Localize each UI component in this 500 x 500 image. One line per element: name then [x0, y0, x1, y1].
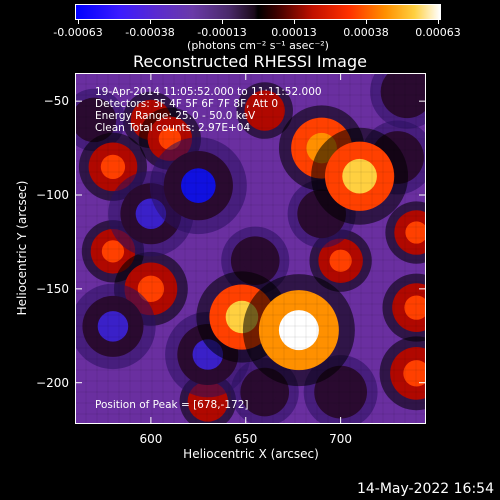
source-core — [100, 154, 126, 180]
source-core — [329, 249, 352, 272]
x-tick-label: 600 — [139, 432, 163, 446]
annotation-peak-position: Position of Peak = [678,-172] — [95, 399, 249, 411]
source-core — [82, 108, 106, 132]
y-axis-label: Heliocentric Y (arcsec) — [15, 180, 29, 316]
y-tick-label: −150 — [36, 281, 69, 296]
colorbar-tick-label: -0.00038 — [125, 26, 175, 39]
annotation-detectors: Detectors: 3F 4F 5F 6F 7F 8F, Att 0 — [95, 98, 278, 110]
x-axis-label: Heliocentric X (arcsec) — [183, 447, 319, 461]
plot-timestamp: 14-May-2022 16:54 — [356, 481, 494, 497]
colorbar-tick-label: -0.00013 — [197, 26, 247, 39]
colorbar-tick-mark — [294, 20, 295, 24]
colorbar-tick-mark — [78, 20, 79, 24]
source-core — [327, 378, 354, 406]
annotation-block: 19-Apr-2014 11:05:52.000 to 11:11:52.000… — [95, 86, 322, 411]
annotation-time-range: 19-Apr-2014 11:05:52.000 to 11:11:52.000 — [95, 86, 322, 98]
source-core — [403, 360, 426, 387]
y-tick-label: −200 — [36, 375, 69, 390]
y-tick-label: −50 — [43, 94, 69, 109]
axis-tick-marks — [75, 73, 426, 424]
source-core — [254, 100, 275, 121]
source-core — [97, 311, 129, 342]
colorbar-tick-mark — [150, 20, 151, 24]
pixel-grid — [75, 73, 426, 424]
annotation-clean-counts: Clean Total counts: 2.97E+04 — [95, 122, 250, 134]
source-core — [181, 168, 216, 203]
x-tick-label: 700 — [329, 432, 353, 446]
colorbar-tick-label: 0.00063 — [415, 26, 461, 39]
source-core — [342, 158, 377, 194]
source-core — [393, 78, 421, 105]
x-tick-label: 650 — [234, 432, 258, 446]
plot-frame — [75, 73, 426, 424]
colorbar-tick-mark — [366, 20, 367, 24]
source-core — [278, 310, 319, 351]
source-core — [404, 295, 426, 320]
colorbar-tick-label: 0.00013 — [271, 26, 317, 39]
colorbar-tick-label: -0.00063 — [53, 26, 103, 39]
y-tick-label: −100 — [36, 188, 69, 202]
source-core — [137, 275, 165, 303]
annotation-energy-range: Energy Range: 25.0 - 50.0 keV — [95, 110, 256, 122]
source-core — [252, 379, 277, 405]
chart-title: Reconstructed RHESSI Image — [133, 52, 367, 71]
colorbar-tick-mark — [438, 20, 439, 24]
colorbar-unit-label: (photons cm⁻² s⁻¹ asec⁻²) — [187, 39, 329, 52]
source-layer — [75, 73, 426, 424]
source-core — [243, 248, 268, 273]
colorbar-tick-label: 0.00038 — [343, 26, 389, 39]
colorbar — [75, 4, 441, 20]
colorbar-tick-mark — [222, 20, 223, 24]
source-core — [101, 240, 125, 263]
source-core — [405, 221, 426, 244]
plot-area: 19-Apr-2014 11:05:52.000 to 11:11:52.000… — [75, 73, 426, 424]
